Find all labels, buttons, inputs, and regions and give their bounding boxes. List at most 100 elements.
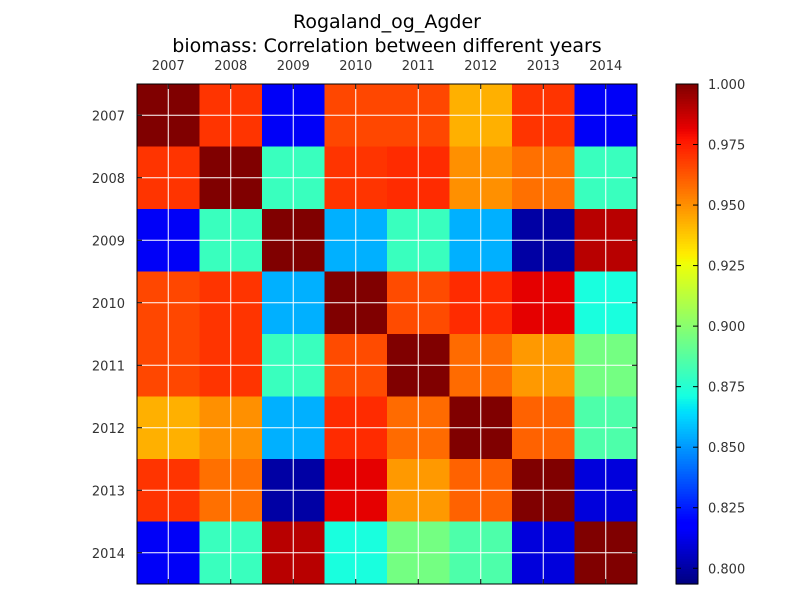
colorbar-segment <box>676 284 698 288</box>
colorbar-segment <box>676 324 698 328</box>
colorbar-segment <box>676 569 698 573</box>
colorbar-segment <box>676 549 698 553</box>
colorbar-segment <box>676 291 698 295</box>
colorbar-segment <box>676 469 698 473</box>
colorbar-segment <box>676 146 698 150</box>
colorbar-segment <box>676 256 698 260</box>
x-tick-label: 2012 <box>464 59 497 74</box>
colorbar-segment <box>676 384 698 388</box>
colorbar-segment <box>676 211 698 215</box>
colorbar-segment <box>676 319 698 323</box>
y-tick-label: 2007 <box>92 109 125 124</box>
colorbar-tick-label: 0.825 <box>708 502 745 517</box>
colorbar-segment <box>676 461 698 465</box>
x-tick-label: 2007 <box>152 59 185 74</box>
colorbar-segment <box>676 176 698 180</box>
colorbar-segment <box>676 359 698 363</box>
colorbar-segment <box>676 416 698 420</box>
colorbar-segment <box>676 249 698 253</box>
colorbar-segment <box>676 366 698 370</box>
colorbar-segment <box>676 466 698 470</box>
colorbar-segment <box>676 179 698 183</box>
colorbar-segment <box>676 401 698 405</box>
colorbar-segment <box>676 446 698 450</box>
colorbar-tick-label: 1.000 <box>708 78 745 93</box>
colorbar-segment <box>676 326 698 330</box>
colorbar-tick-label: 0.950 <box>708 199 745 214</box>
colorbar-segment <box>676 574 698 578</box>
colorbar-segment <box>676 216 698 220</box>
colorbar-segment <box>676 91 698 95</box>
colorbar-segment <box>676 531 698 535</box>
colorbar-segment <box>676 426 698 430</box>
colorbar-segment <box>676 236 698 240</box>
y-tick-label: 2014 <box>92 547 125 562</box>
colorbar-segment <box>676 526 698 530</box>
colorbar-segment <box>676 281 698 285</box>
colorbar-segment <box>676 544 698 548</box>
chart-subtitle: biomass: Correlation between different y… <box>172 35 602 57</box>
colorbar-segment <box>676 369 698 373</box>
colorbar-segment <box>676 264 698 268</box>
colorbar-segment <box>676 389 698 393</box>
colorbar-segment <box>676 434 698 438</box>
colorbar-tick-label: 0.875 <box>708 381 745 396</box>
colorbar-tick-label: 0.925 <box>708 260 745 275</box>
colorbar-segment <box>676 201 698 205</box>
colorbar-segment <box>676 289 698 293</box>
colorbar-segment <box>676 534 698 538</box>
colorbar-segment <box>676 279 698 283</box>
colorbar-segment <box>676 429 698 433</box>
colorbar-segment <box>676 206 698 210</box>
colorbar-segment <box>676 571 698 575</box>
colorbar-segment <box>676 239 698 243</box>
colorbar-segment <box>676 399 698 403</box>
colorbar-segment <box>676 346 698 350</box>
colorbar-segment <box>676 219 698 223</box>
colorbar-segment <box>676 501 698 505</box>
colorbar-segment <box>676 144 698 148</box>
colorbar-segment <box>676 254 698 258</box>
colorbar-segment <box>676 456 698 460</box>
colorbar-segment <box>676 509 698 513</box>
colorbar-segment <box>676 486 698 490</box>
colorbar-segment <box>676 121 698 125</box>
chart-title: Rogaland_og_Agder <box>292 11 481 33</box>
colorbar-segment <box>676 199 698 203</box>
y-tick-label: 2009 <box>92 234 125 249</box>
colorbar-segment <box>676 226 698 230</box>
colorbar-segment <box>676 484 698 488</box>
y-tick-label: 2010 <box>92 297 125 312</box>
colorbar-segment <box>676 519 698 523</box>
colorbar-segment <box>676 551 698 555</box>
x-tick-label: 2009 <box>277 59 310 74</box>
colorbar-segment <box>676 166 698 170</box>
colorbar-segment <box>676 556 698 560</box>
colorbar-tick-label: 0.900 <box>708 320 745 335</box>
plot-frame <box>136 83 638 585</box>
x-tick-label: 2013 <box>527 59 560 74</box>
colorbar-segment <box>676 474 698 478</box>
x-tick-label: 2008 <box>214 59 247 74</box>
colorbar-segment <box>676 271 698 275</box>
colorbar-segment <box>676 196 698 200</box>
colorbar-segment <box>676 494 698 498</box>
colorbar-segment <box>676 299 698 303</box>
colorbar-segment <box>676 89 698 93</box>
colorbar-segment <box>676 561 698 565</box>
colorbar-segment <box>676 464 698 468</box>
colorbar-segment <box>676 189 698 193</box>
colorbar-segment <box>676 516 698 520</box>
colorbar-segment <box>676 391 698 395</box>
colorbar-segment <box>676 396 698 400</box>
colorbar-segment <box>676 356 698 360</box>
colorbar-segment <box>676 576 698 580</box>
colorbar-segment <box>676 86 698 90</box>
colorbar-segment <box>676 234 698 238</box>
colorbar-segment <box>676 309 698 313</box>
colorbar-segment <box>676 444 698 448</box>
colorbar-segment <box>676 84 698 88</box>
colorbar-segment <box>676 231 698 235</box>
colorbar-segment <box>676 339 698 343</box>
colorbar-segment <box>676 491 698 495</box>
